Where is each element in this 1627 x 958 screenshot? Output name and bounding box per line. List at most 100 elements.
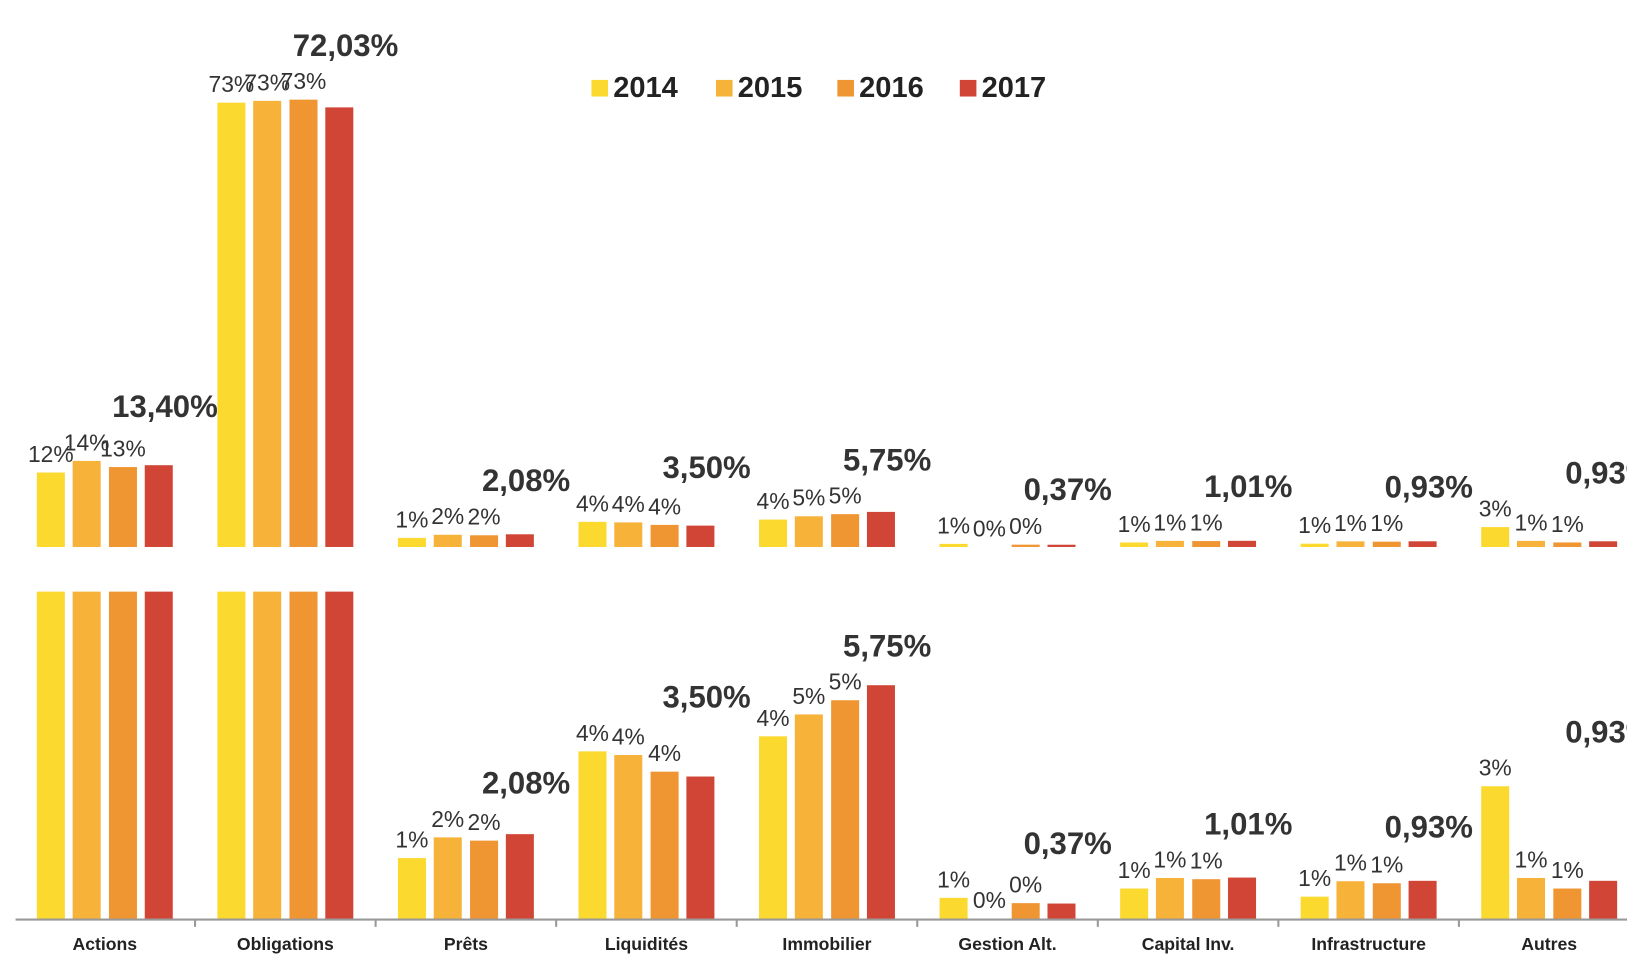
bar: [1155, 540, 1184, 547]
bar: [108, 591, 137, 919]
data-label: 0%: [1009, 872, 1042, 898]
data-label: 2,08%: [482, 463, 570, 498]
data-label: 4%: [612, 723, 645, 749]
bar: [1372, 883, 1401, 919]
legend-swatch: [591, 79, 609, 97]
data-label: 0,93%: [1385, 470, 1473, 505]
bar: [1517, 540, 1546, 547]
data-label: 4%: [576, 720, 609, 746]
data-label: 1%: [1118, 511, 1151, 537]
data-label: 2,08%: [482, 766, 570, 801]
bar: [217, 102, 246, 547]
bar: [614, 522, 643, 547]
bar: [1300, 543, 1329, 547]
bar: [1372, 541, 1401, 547]
data-label: 2%: [468, 504, 501, 530]
data-label: 2%: [431, 503, 464, 529]
data-label: 1%: [1515, 509, 1548, 535]
data-label: 1%: [1334, 510, 1367, 536]
bar: [866, 685, 895, 919]
data-label: 0%: [973, 515, 1006, 541]
data-label: 5,75%: [843, 629, 931, 664]
bar: [1155, 877, 1184, 919]
data-label: 1%: [1334, 850, 1367, 876]
bar: [831, 514, 860, 547]
data-label: 1%: [1298, 512, 1331, 538]
x-tick-label: Immobilier: [782, 934, 871, 954]
data-label: 72,03%: [293, 28, 399, 63]
data-label: 1%: [1153, 509, 1186, 535]
x-tick-label: Prêts: [444, 934, 488, 954]
x-tick-label: Gestion Alt.: [958, 934, 1056, 954]
x-tick-label: Liquidités: [605, 934, 688, 954]
legend-swatch: [959, 79, 977, 97]
data-label: 1%: [395, 506, 428, 532]
data-label: 1%: [1551, 511, 1584, 537]
data-label: 1%: [1190, 509, 1223, 535]
bar: [1589, 541, 1618, 547]
bar: [650, 771, 679, 919]
legend-swatch: [837, 79, 854, 97]
bar: [397, 858, 426, 919]
x-tick-label: Capital Inv.: [1142, 934, 1235, 954]
bar: [433, 534, 462, 547]
data-label: 1%: [395, 827, 428, 853]
bar: [1228, 877, 1257, 919]
bar: [1192, 879, 1221, 919]
bar: [325, 107, 354, 547]
data-label: 1,01%: [1204, 806, 1292, 841]
data-label: 1%: [1370, 510, 1403, 536]
zoom-panel: [36, 591, 1618, 919]
bar: [144, 591, 173, 919]
bar: [1481, 786, 1510, 919]
data-label: 4%: [648, 493, 681, 519]
bar: [1120, 542, 1149, 547]
bar: [72, 591, 101, 919]
data-label: 5%: [792, 485, 825, 511]
bar: [1553, 888, 1582, 919]
data-label: 1%: [1298, 865, 1331, 891]
bar: [578, 751, 607, 919]
bar: [1481, 527, 1510, 547]
data-label: 73%: [209, 71, 255, 97]
data-label: 12%: [28, 441, 74, 467]
bar: [253, 591, 282, 919]
data-label: 4%: [576, 490, 609, 516]
bar: [1120, 888, 1149, 919]
data-label: 5,75%: [843, 442, 931, 477]
data-label: 4%: [648, 740, 681, 766]
bar: [1336, 881, 1365, 919]
x-tick-label: Autres: [1521, 934, 1577, 954]
data-label: 3%: [1479, 755, 1512, 781]
bar: [289, 99, 318, 547]
bar: [866, 511, 895, 547]
bar: [505, 534, 534, 547]
bar: [470, 840, 499, 919]
bar: [614, 755, 643, 919]
data-label: 73%: [281, 68, 327, 94]
data-label: 1%: [1118, 857, 1151, 883]
data-label: 1%: [1515, 846, 1548, 872]
data-label: 1%: [1190, 848, 1223, 874]
legend-label: 2017: [982, 72, 1047, 104]
data-label: 0,93%: [1565, 455, 1627, 490]
data-label: 1%: [1551, 857, 1584, 883]
bar: [686, 525, 715, 547]
bar: [1228, 540, 1257, 547]
data-label: 3%: [1479, 496, 1512, 522]
data-label: 4%: [612, 491, 645, 517]
data-label: 1%: [1370, 852, 1403, 878]
bar: [1047, 903, 1076, 919]
bar: [325, 591, 354, 919]
data-label: 5%: [792, 683, 825, 709]
data-label: 73%: [244, 69, 290, 95]
data-label: 13,40%: [112, 389, 218, 424]
data-label: 14%: [64, 429, 110, 455]
bar: [794, 714, 823, 919]
data-label: 0%: [1009, 513, 1042, 539]
data-label: 0,37%: [1024, 826, 1112, 861]
bar: [939, 897, 968, 919]
bar: [1408, 541, 1437, 547]
